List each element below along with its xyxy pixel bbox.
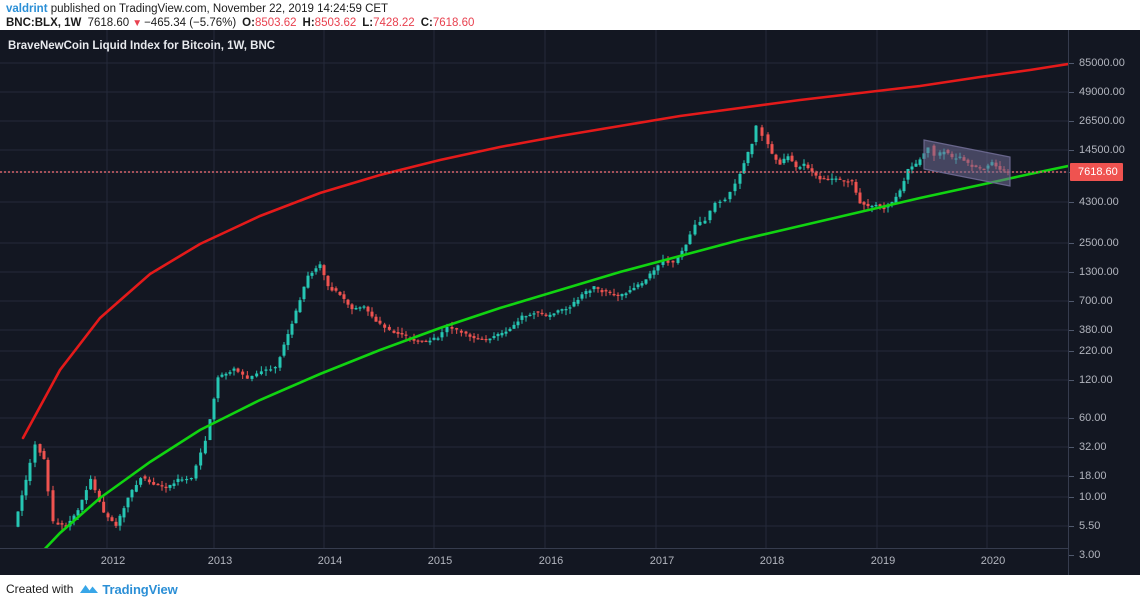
price-axis-label: 49000.00 — [1079, 86, 1125, 98]
open-value: 8503.62 — [254, 17, 297, 29]
price-tick-mark — [1069, 380, 1074, 381]
publication-meta: published on TradingView.com, November 2… — [47, 3, 389, 15]
price-tick-mark — [1069, 526, 1074, 527]
price-tick-mark — [1069, 476, 1074, 477]
price-tick-mark — [1069, 447, 1074, 448]
descending-channel-annotation — [923, 139, 1011, 187]
author-name[interactable]: valdrint — [6, 3, 48, 15]
time-axis-label: 2018 — [759, 555, 785, 567]
close-value: 7618.60 — [432, 17, 475, 29]
price-axis-label: 380.00 — [1079, 324, 1113, 336]
price-axis-label: 85000.00 — [1079, 57, 1125, 69]
time-axis-label: 2015 — [427, 555, 453, 567]
price-tick-mark — [1069, 121, 1074, 122]
price-tick-mark — [1069, 243, 1074, 244]
close-label: C: — [420, 17, 433, 29]
time-axis-label: 2020 — [980, 555, 1006, 567]
change-absolute: −465.34 — [144, 17, 186, 29]
price-axis-label: 220.00 — [1079, 345, 1113, 357]
price-tick-mark — [1069, 418, 1074, 419]
price-tick-mark — [1069, 272, 1074, 273]
price-axis-label: 4300.00 — [1079, 196, 1119, 208]
price-tick-mark — [1069, 330, 1074, 331]
price-tick-mark — [1069, 202, 1074, 203]
symbol-ticker[interactable]: BNC:BLX, — [6, 17, 61, 29]
chart-title: BraveNewCoin Liquid Index for Bitcoin, 1… — [8, 40, 276, 52]
chart-container[interactable]: BraveNewCoin Liquid Index for Bitcoin, 1… — [0, 30, 1140, 576]
price-axis-label: 18.00 — [1079, 470, 1107, 482]
chart-gridlines — [0, 30, 1068, 548]
price-tick-mark — [1069, 301, 1074, 302]
time-axis-label: 2016 — [538, 555, 564, 567]
change-percent: (−5.76%) — [189, 17, 237, 29]
time-axis-label: 2017 — [649, 555, 675, 567]
high-label: H: — [302, 17, 315, 29]
price-axis-label: 10.00 — [1079, 491, 1107, 503]
price-axis-label: 2500.00 — [1079, 237, 1119, 249]
price-axis-label: 3.00 — [1079, 549, 1101, 561]
time-axis-label: 2019 — [870, 555, 896, 567]
candlestick-series — [16, 124, 1010, 531]
created-with-label: Created with — [6, 582, 74, 596]
price-axis-label: 60.00 — [1079, 412, 1107, 424]
time-axis[interactable]: 2012 2013 2014 2015 2016 2017 2018 2019 2020 — [0, 548, 1068, 576]
price-axis-label: 26500.00 — [1079, 115, 1125, 127]
symbol-interval[interactable]: 1W — [64, 17, 82, 29]
regression-band-curve — [43, 164, 1068, 548]
open-label: O: — [242, 17, 255, 29]
price-tick-mark — [1069, 63, 1074, 64]
time-axis-label: 2013 — [207, 555, 233, 567]
price-tick-mark — [1069, 497, 1074, 498]
time-axis-label: 2014 — [317, 555, 343, 567]
price-axis-label: 5.50 — [1079, 520, 1101, 532]
last-price: 7618.60 — [87, 17, 130, 29]
symbol-quote-line: BNC:BLX, 1W 7618.60 ▼ −465.34 (−5.76%) O:85… — [6, 16, 1140, 31]
price-tick-mark — [1069, 351, 1074, 352]
price-axis[interactable]: 85000.00 49000.00 26500.00 14500.00 4300.00 2… — [1068, 30, 1140, 575]
price-tick-mark — [1069, 150, 1074, 151]
price-axis-label: 32.00 — [1079, 441, 1107, 453]
price-tick-mark — [1069, 555, 1074, 556]
chart-header: valdrint published on TradingView.com, N… — [0, 0, 1140, 30]
time-axis-label: 2012 — [100, 555, 126, 567]
chart-svg — [0, 30, 1068, 548]
current-price-tag: 7618.60 — [1070, 163, 1123, 181]
regression-band-curve — [21, 62, 1068, 440]
price-axis-label: 1300.00 — [1079, 266, 1119, 278]
price-axis-label: 14500.00 — [1079, 144, 1125, 156]
publication-line: valdrint published on TradingView.com, N… — [6, 2, 1140, 16]
price-axis-label: 700.00 — [1079, 295, 1113, 307]
low-label: L: — [362, 17, 374, 29]
triangle-down-icon: ▼ — [132, 18, 143, 29]
tradingview-mountain-icon — [79, 582, 99, 596]
low-value: 7428.22 — [373, 17, 415, 29]
chart-footer: Created with TradingView — [0, 575, 1140, 603]
high-value: 8503.62 — [314, 17, 357, 29]
tradingview-brand[interactable]: TradingView — [102, 581, 178, 597]
price-tick-mark — [1069, 92, 1074, 93]
chart-plot-area[interactable] — [0, 30, 1068, 548]
price-axis-label: 120.00 — [1079, 374, 1113, 386]
